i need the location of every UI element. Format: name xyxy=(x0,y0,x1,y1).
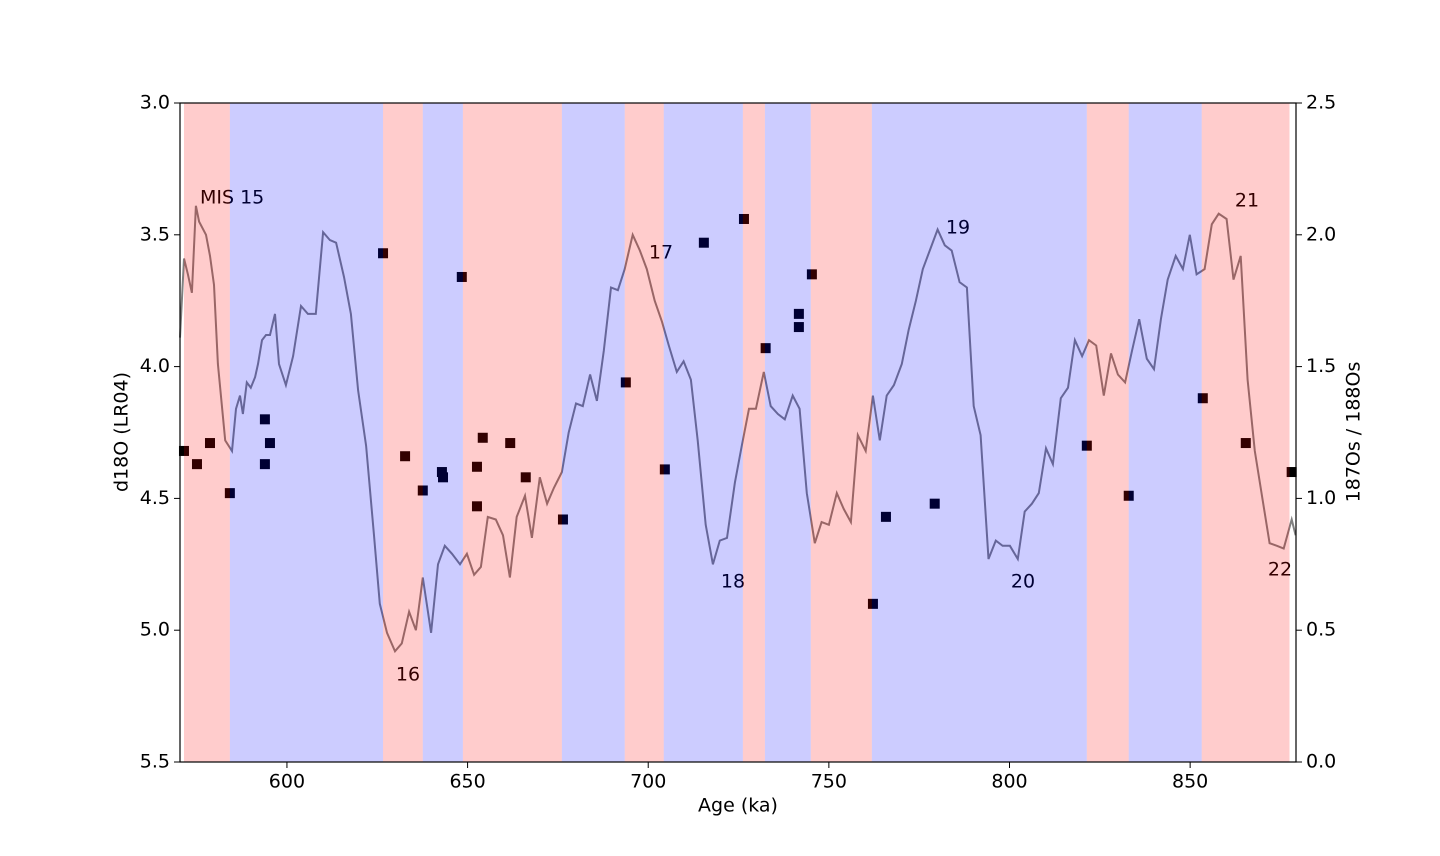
d18o-line xyxy=(179,205,1297,654)
stage-band xyxy=(462,103,562,762)
os-point xyxy=(264,438,275,449)
os-point xyxy=(417,485,428,496)
stage-label: 18 xyxy=(721,571,745,593)
stage-label: 20 xyxy=(1011,571,1035,593)
os-point xyxy=(259,414,270,425)
stage-band xyxy=(183,103,230,762)
os-point xyxy=(929,498,940,509)
y2-tick-label: 2.0 xyxy=(1306,223,1336,245)
os-point xyxy=(224,488,235,499)
x-axis-label: Age (ka) xyxy=(698,795,778,817)
y-tick-label: 3.5 xyxy=(140,223,170,245)
os-point xyxy=(456,271,467,282)
os-point xyxy=(793,308,804,319)
os-point xyxy=(557,514,568,525)
x-tick-label: 800 xyxy=(991,771,1027,793)
stage-band xyxy=(663,103,743,762)
x-tick-label: 600 xyxy=(269,771,305,793)
stage-band xyxy=(764,103,811,762)
stage-band xyxy=(229,103,384,762)
y2-tick-label: 1.0 xyxy=(1306,487,1336,509)
stage-band xyxy=(1086,103,1129,762)
os-point xyxy=(438,472,449,483)
stage-label: MIS 15 xyxy=(200,187,264,209)
os-point xyxy=(471,461,482,472)
y2-tick-label: 0.5 xyxy=(1306,619,1336,641)
stage-label: 19 xyxy=(946,217,970,239)
y-tick-label: 5.0 xyxy=(140,619,170,641)
os-point xyxy=(880,511,891,522)
stage-band xyxy=(422,103,463,762)
y2-tick-label: 1.5 xyxy=(1306,355,1336,377)
os-point xyxy=(806,269,817,280)
os-point xyxy=(793,322,804,333)
os-point xyxy=(259,459,270,470)
os-point xyxy=(378,248,389,259)
y-tick-label: 3.0 xyxy=(140,92,170,114)
os-point xyxy=(400,451,411,462)
y2-axis-label: 187Os / 188Os xyxy=(1343,362,1365,503)
os-point xyxy=(659,464,670,475)
y-tick-label: 4.0 xyxy=(140,355,170,377)
stage-label: 16 xyxy=(396,664,420,686)
x-tick-label: 750 xyxy=(811,771,847,793)
x-tick-label: 700 xyxy=(630,771,666,793)
stage-band xyxy=(871,103,1087,762)
os-point xyxy=(1123,490,1134,501)
os-point xyxy=(520,472,531,483)
os-point xyxy=(505,438,516,449)
stage-label: 22 xyxy=(1268,559,1292,581)
stage-band xyxy=(742,103,765,762)
stage-band xyxy=(624,103,664,762)
stage-label: 21 xyxy=(1235,190,1259,212)
x-tick-label: 850 xyxy=(1172,771,1208,793)
os-point xyxy=(1197,393,1208,404)
stage-band xyxy=(1128,103,1202,762)
y-axis-label: d18O (LR04) xyxy=(111,372,133,492)
os-point xyxy=(477,432,488,443)
os-point xyxy=(436,467,447,478)
os-point xyxy=(738,213,749,224)
os-point xyxy=(191,459,202,470)
stage-label: 17 xyxy=(649,242,673,264)
os-point xyxy=(1286,467,1297,478)
os-point xyxy=(204,438,215,449)
os-point xyxy=(867,598,878,609)
os-point xyxy=(698,237,709,248)
stage-band xyxy=(1201,103,1290,762)
plot-frame xyxy=(179,102,1297,763)
os-point xyxy=(1240,438,1251,449)
y2-tick-label: 0.0 xyxy=(1306,751,1336,773)
y-tick-label: 4.5 xyxy=(140,487,170,509)
y2-tick-label: 2.5 xyxy=(1306,92,1336,114)
os-point xyxy=(620,377,631,388)
os-point xyxy=(471,501,482,512)
x-tick-label: 650 xyxy=(449,771,485,793)
stage-band xyxy=(383,103,423,762)
stage-band xyxy=(561,103,625,762)
os-point xyxy=(1081,440,1092,451)
y-tick-label: 5.5 xyxy=(140,751,170,773)
os-point xyxy=(760,343,771,354)
stage-band xyxy=(810,103,872,762)
os-point xyxy=(178,445,189,456)
